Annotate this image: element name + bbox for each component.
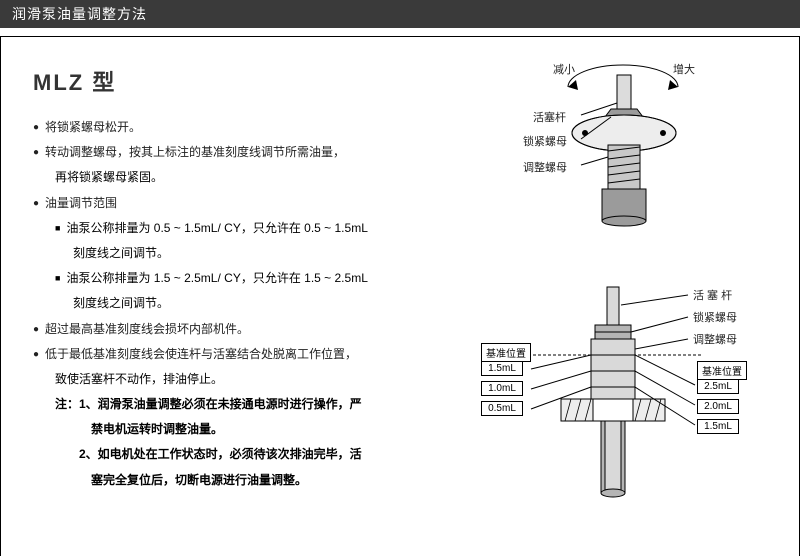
content: MLZ 型 将锁紧螺母松开。 转动调整螺母，按其上标注的基准刻度线调节所需油量，… — [1, 37, 799, 493]
label-lock-nut-b: 锁紧螺母 — [693, 309, 737, 325]
bullet-1: 将锁紧螺母松开。 — [33, 115, 453, 140]
sub-1-cont: 刻度线之间调节。 — [33, 241, 453, 266]
right-val-2: 1.5mL — [697, 419, 739, 434]
model-title: MLZ 型 — [33, 65, 453, 97]
ref-pos-left: 基准位置 — [481, 343, 531, 362]
label-adjust-nut-b: 调整螺母 — [693, 331, 737, 347]
sub-list: 油泵公称排量为 0.5 ~ 1.5mL/ CY，只允许在 0.5 ~ 1.5mL — [33, 216, 453, 241]
top-diagram — [463, 57, 763, 237]
left-val-1: 1.0mL — [481, 381, 523, 396]
header-title: 润滑泵油量调整方法 — [12, 6, 147, 22]
note-1: 注：1、润滑泵油量调整必须在未接通电源时进行操作，严 — [33, 392, 453, 417]
left-column: MLZ 型 将锁紧螺母松开。 转动调整螺母，按其上标注的基准刻度线调节所需油量，… — [33, 47, 453, 493]
instruction-list-3: 油量调节范围 — [33, 191, 453, 216]
bullet-5-cont: 致使活塞杆不动作，排油停止。 — [33, 367, 453, 392]
note-2: 2、如电机处在工作状态时，必须待该次排油完毕，活 — [33, 442, 453, 467]
note-1-cont: 禁电机运转时调整油量。 — [33, 417, 453, 442]
note-2-cont: 塞完全复位后，切断电源进行油量调整。 — [33, 468, 453, 493]
right-val-0: 2.5mL — [697, 379, 739, 394]
label-decrease: 减小 — [553, 61, 575, 77]
bullet-2-cont: 再将锁紧螺母紧固。 — [33, 165, 453, 190]
left-val-2: 0.5mL — [481, 401, 523, 416]
label-increase: 增大 — [673, 61, 695, 77]
left-val-0: 1.5mL — [481, 361, 523, 376]
label-adjust-nut-top: 调整螺母 — [523, 159, 567, 175]
instruction-list-4: 超过最高基准刻度线会损坏内部机件。 低于最低基准刻度线会使连杆与活塞结合处脱离工… — [33, 317, 453, 367]
right-val-1: 2.0mL — [697, 399, 739, 414]
label-piston-rod-top: 活塞杆 — [533, 109, 566, 125]
label-lock-nut-top: 锁紧螺母 — [523, 133, 567, 149]
sub-list-2: 油泵公称排量为 1.5 ~ 2.5mL/ CY，只允许在 1.5 ~ 2.5mL — [33, 266, 453, 291]
label-piston-rod-b: 活 塞 杆 — [693, 287, 732, 303]
sub-2-cont: 刻度线之间调节。 — [33, 291, 453, 316]
instruction-list: 将锁紧螺母松开。 转动调整螺母，按其上标注的基准刻度线调节所需油量， — [33, 115, 453, 165]
bullet-5: 低于最低基准刻度线会使连杆与活塞结合处脱离工作位置， — [33, 342, 453, 367]
bullet-4: 超过最高基准刻度线会损坏内部机件。 — [33, 317, 453, 342]
header-bar: 润滑泵油量调整方法 — [0, 0, 800, 28]
bullet-3: 油量调节范围 — [33, 191, 453, 216]
sub-1: 油泵公称排量为 0.5 ~ 1.5mL/ CY，只允许在 0.5 ~ 1.5mL — [55, 216, 453, 241]
outer-frame: MLZ 型 将锁紧螺母松开。 转动调整螺母，按其上标注的基准刻度线调节所需油量，… — [0, 36, 800, 556]
ref-pos-right: 基准位置 — [697, 361, 747, 380]
bullet-2: 转动调整螺母，按其上标注的基准刻度线调节所需油量， — [33, 140, 453, 165]
sub-2: 油泵公称排量为 1.5 ~ 2.5mL/ CY，只允许在 1.5 ~ 2.5mL — [55, 266, 453, 291]
right-column: 减小 增大 活塞杆 锁紧螺母 调整螺母 — [453, 47, 781, 493]
